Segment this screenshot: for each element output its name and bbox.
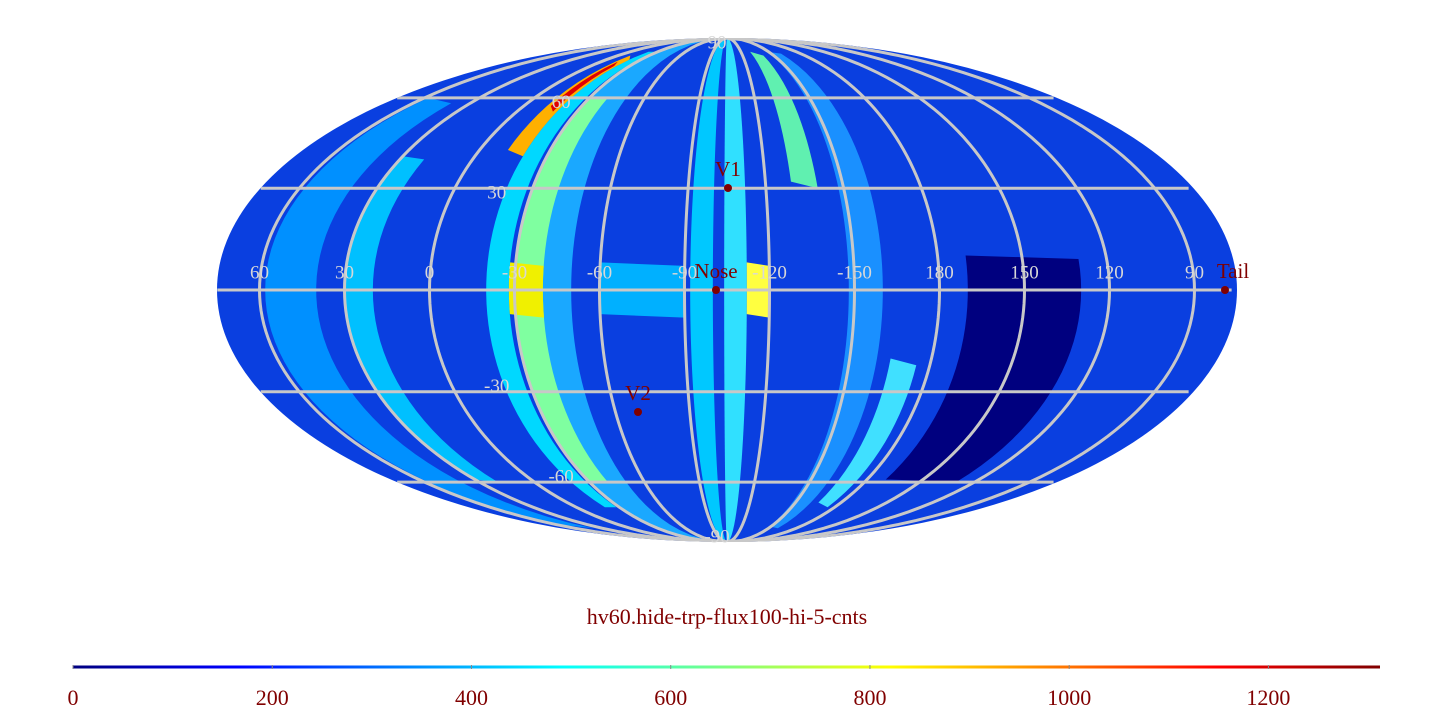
lon-tick-label: 0 [425,262,435,283]
intensity-band [550,61,618,112]
chart-title: hv60.hide-trp-flux100-hi-5-cnts [587,604,867,629]
lon-tick-label: -90 [672,262,697,283]
marker-dot [724,184,732,192]
marker-label: V1 [715,157,741,181]
lat-tick-label: 60 [552,92,571,113]
marker-label: V2 [625,381,651,405]
intensity-band [486,51,656,508]
lon-tick-label: 150 [1010,262,1039,283]
lon-tick-label: -60 [587,262,612,283]
marker-dot [712,286,720,294]
colorbar [73,665,1380,669]
colorbar-tick-label: 800 [853,685,886,710]
lon-tick-label: 180 [925,262,954,283]
intensity-band [750,51,818,189]
colorbar-tick-label: 0 [68,685,79,710]
labels: 60 30 0 -30 -60 -90 -120 -150 180 150 120 90 90 60 30 -… [250,32,1204,547]
lat-tick-label: 90 [708,32,727,53]
colorbar-tick-label: 1200 [1246,685,1290,710]
intensity-band [507,55,631,157]
lat-tick-label: -90 [704,526,729,547]
lon-tick-label: 60 [250,262,269,283]
marker-label: Tail [1217,259,1250,283]
lon-tick-label: -120 [752,262,787,283]
intensity-band [818,358,917,508]
lat-tick-label: -30 [484,376,509,397]
lon-tick-label: 120 [1095,262,1124,283]
lon-tick-label: 30 [335,262,354,283]
marker-label: Nose [694,259,737,283]
intensity-band [344,156,498,483]
colorbar-tick-label: 1000 [1047,685,1091,710]
lon-tick-label: -30 [502,262,527,283]
intensity-band [766,51,883,529]
colorbar-tick-label: 400 [455,685,488,710]
colorbar-tick-label: 200 [256,685,289,710]
intensity-band [514,38,727,542]
colorbar-tick-label: 600 [654,685,687,710]
lon-tick-label: 90 [1185,262,1204,283]
intensity-band [265,97,594,529]
intensity-band [885,255,1082,483]
marker-dot [1221,286,1229,294]
lat-tick-label: -60 [548,466,573,487]
lon-tick-label: -150 [837,262,872,283]
marker-dot [634,408,642,416]
intensity-band [514,97,608,483]
lat-tick-label: 30 [487,183,506,204]
